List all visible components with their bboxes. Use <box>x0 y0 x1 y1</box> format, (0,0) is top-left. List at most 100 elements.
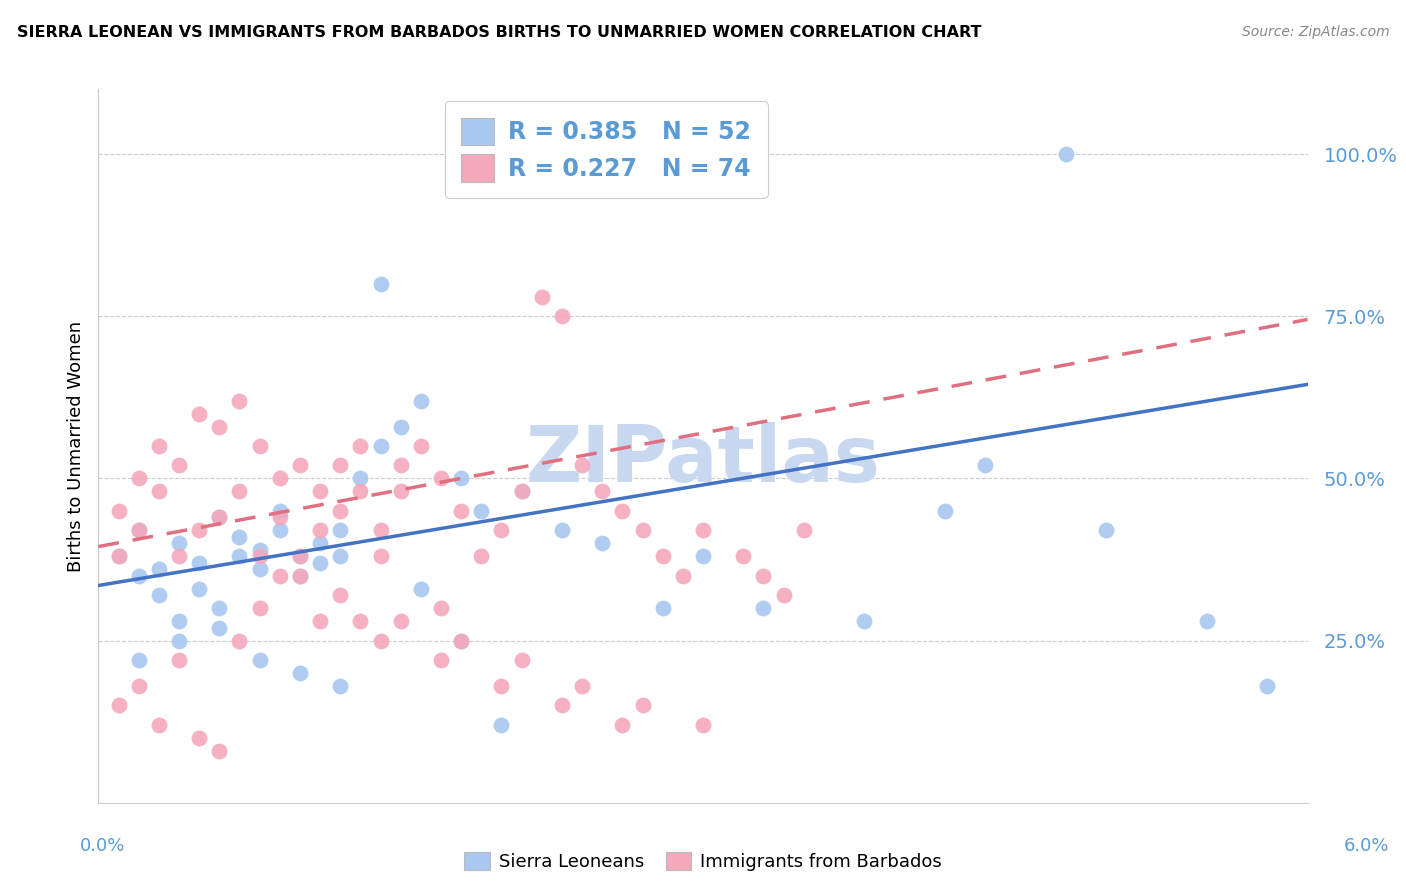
Point <box>107 549 129 564</box>
Point <box>692 549 714 564</box>
Point <box>389 614 412 628</box>
Point <box>692 718 714 732</box>
Point <box>389 484 412 499</box>
Point <box>853 614 876 628</box>
Point <box>329 549 352 564</box>
Point <box>288 568 311 582</box>
Point <box>329 504 352 518</box>
Point <box>188 556 211 570</box>
Point <box>934 504 956 518</box>
Point <box>148 718 170 732</box>
Point <box>631 524 654 538</box>
Point <box>409 582 432 596</box>
Point <box>228 393 250 408</box>
Point <box>409 439 432 453</box>
Point <box>208 744 231 758</box>
Point <box>148 484 170 499</box>
Point <box>349 471 371 485</box>
Point <box>551 698 574 713</box>
Point <box>651 601 673 615</box>
Point <box>249 439 271 453</box>
Point <box>107 698 129 713</box>
Point <box>450 504 472 518</box>
Text: ZIPatlas: ZIPatlas <box>526 422 880 499</box>
Point <box>450 633 472 648</box>
Point <box>409 393 432 408</box>
Point <box>228 484 250 499</box>
Point <box>309 484 332 499</box>
Point <box>733 549 755 564</box>
Point <box>208 510 231 524</box>
Point <box>128 679 150 693</box>
Point <box>167 536 190 550</box>
Point <box>430 653 453 667</box>
Point <box>288 458 311 473</box>
Text: Source: ZipAtlas.com: Source: ZipAtlas.com <box>1241 25 1389 39</box>
Point <box>167 653 190 667</box>
Point <box>510 484 533 499</box>
Point <box>288 666 311 681</box>
Point <box>450 633 472 648</box>
Point <box>309 524 332 538</box>
Point <box>551 310 574 324</box>
Point <box>309 536 332 550</box>
Point <box>470 504 492 518</box>
Point <box>167 549 190 564</box>
Point <box>974 458 997 473</box>
Text: 6.0%: 6.0% <box>1344 837 1389 855</box>
Point <box>329 679 352 693</box>
Point <box>430 601 453 615</box>
Point <box>752 601 775 615</box>
Point <box>510 484 533 499</box>
Point <box>188 731 211 745</box>
Point <box>370 633 392 648</box>
Point <box>128 568 150 582</box>
Point <box>692 524 714 538</box>
Point <box>491 524 513 538</box>
Point <box>167 633 190 648</box>
Point <box>148 588 170 602</box>
Point <box>188 407 211 421</box>
Point <box>1054 147 1077 161</box>
Point <box>288 568 311 582</box>
Point <box>148 439 170 453</box>
Point <box>107 504 129 518</box>
Point <box>228 549 250 564</box>
Point <box>208 419 231 434</box>
Point <box>249 542 271 557</box>
Point <box>128 524 150 538</box>
Point <box>249 653 271 667</box>
Point <box>389 419 412 434</box>
Point <box>329 458 352 473</box>
Point <box>752 568 775 582</box>
Point <box>269 568 291 582</box>
Point <box>128 471 150 485</box>
Point <box>208 601 231 615</box>
Point <box>269 471 291 485</box>
Point <box>370 549 392 564</box>
Point <box>591 484 613 499</box>
Point <box>249 549 271 564</box>
Point <box>128 524 150 538</box>
Point <box>651 549 673 564</box>
Point <box>571 679 593 693</box>
Text: SIERRA LEONEAN VS IMMIGRANTS FROM BARBADOS BIRTHS TO UNMARRIED WOMEN CORRELATION: SIERRA LEONEAN VS IMMIGRANTS FROM BARBAD… <box>17 25 981 40</box>
Point <box>450 471 472 485</box>
Point <box>148 562 170 576</box>
Point <box>389 458 412 473</box>
Point <box>309 614 332 628</box>
Point <box>370 277 392 291</box>
Legend: Sierra Leoneans, Immigrants from Barbados: Sierra Leoneans, Immigrants from Barbado… <box>457 845 949 879</box>
Point <box>269 504 291 518</box>
Point <box>288 549 311 564</box>
Point <box>228 633 250 648</box>
Point <box>1095 524 1118 538</box>
Text: 0.0%: 0.0% <box>80 837 125 855</box>
Point <box>269 510 291 524</box>
Point <box>208 621 231 635</box>
Point <box>672 568 695 582</box>
Point <box>349 484 371 499</box>
Point <box>309 556 332 570</box>
Point <box>107 549 129 564</box>
Point <box>167 614 190 628</box>
